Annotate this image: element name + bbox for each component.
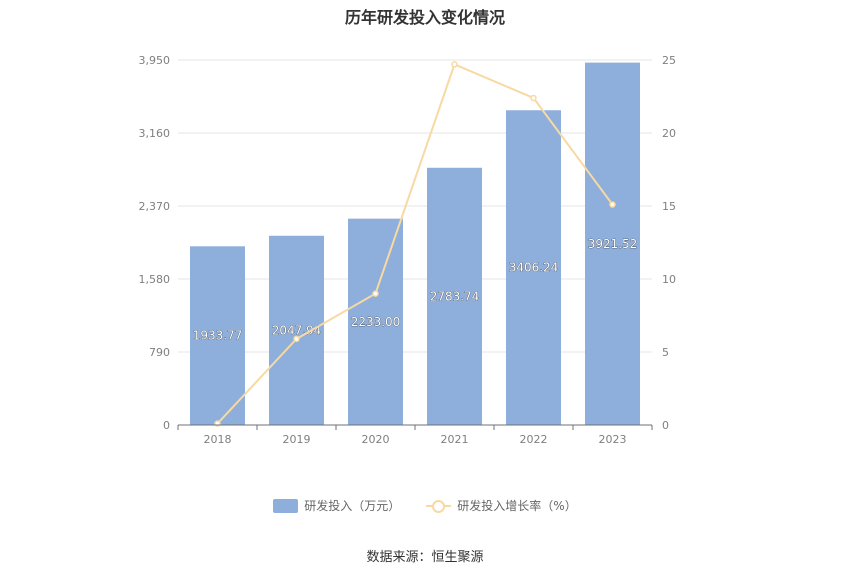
legend-item-line[interactable]: 研发投入增长率（%）	[426, 497, 577, 514]
grid-lines	[178, 59, 652, 353]
x-tick-label: 2018	[204, 433, 232, 446]
bar	[348, 218, 403, 425]
bar-data-label: 3406.24	[509, 261, 559, 275]
y-right-tick-label: 20	[662, 127, 676, 140]
chart-title: 历年研发投入变化情况	[344, 8, 505, 27]
bar-data-label: 3921.52	[588, 237, 638, 251]
bar-data-labels: 1933.77 2047.94 2233.00 2783.74 3406.24 3921.…	[192, 237, 638, 343]
growth-point	[451, 61, 458, 68]
growth-point	[530, 94, 537, 102]
growth-line-series	[214, 61, 616, 427]
y-left-tick-label: 2,370	[139, 200, 171, 213]
x-tick-label: 2020	[362, 433, 390, 446]
bar	[427, 167, 482, 426]
data-source: 数据来源：恒生聚源	[366, 550, 484, 565]
legend-label-bar: 研发投入（万元）	[304, 499, 401, 513]
y-right-tick-label: 10	[662, 273, 676, 286]
y-right-tick-label: 5	[662, 346, 669, 359]
bar	[506, 110, 561, 425]
bar	[585, 62, 640, 426]
y-left-tick-label: 0	[163, 419, 170, 432]
axes: 0 790 1,580 2,370 3,160 3,950 0 5 10 15 20 25 2018 20…	[139, 54, 677, 446]
bar-data-label: 2233.00	[351, 315, 401, 329]
y-left-tick-label: 3,950	[139, 54, 171, 67]
bar-data-label: 2047.94	[272, 323, 322, 337]
y-left-tick-label: 1,580	[139, 273, 171, 286]
y-left-tick-label: 790	[149, 346, 170, 359]
x-tick-label: 2019	[283, 433, 311, 446]
x-tick-label: 2023	[599, 433, 627, 446]
x-tick-label: 2021	[441, 433, 469, 446]
y-right-tick-label: 25	[662, 54, 676, 67]
bar	[269, 235, 324, 425]
growth-point	[372, 290, 379, 297]
bar-data-label: 2783.74	[430, 289, 480, 303]
legend-item-bar[interactable]: 研发投入（万元）	[273, 497, 400, 514]
legend: 研发投入（万元） 研发投入增长率（%）	[0, 497, 850, 514]
growth-point	[609, 201, 616, 208]
bar-series	[190, 62, 640, 426]
chart-canvas: 1933.77 2047.94 2233.00 2783.74 3406.24 3921.…	[139, 54, 677, 446]
legend-line-swatch	[426, 499, 452, 513]
bar-data-label: 1933.77	[193, 329, 243, 343]
growth-point	[293, 335, 300, 343]
growth-line	[216, 63, 614, 425]
y-right-tick-label: 0	[662, 419, 669, 432]
y-left-tick-label: 3,160	[139, 127, 171, 140]
bar	[190, 246, 245, 425]
legend-label-line: 研发投入增长率（%）	[457, 499, 577, 513]
x-tick-label: 2022	[520, 433, 548, 446]
y-right-tick-label: 15	[662, 200, 676, 213]
legend-bar-swatch	[273, 498, 299, 513]
